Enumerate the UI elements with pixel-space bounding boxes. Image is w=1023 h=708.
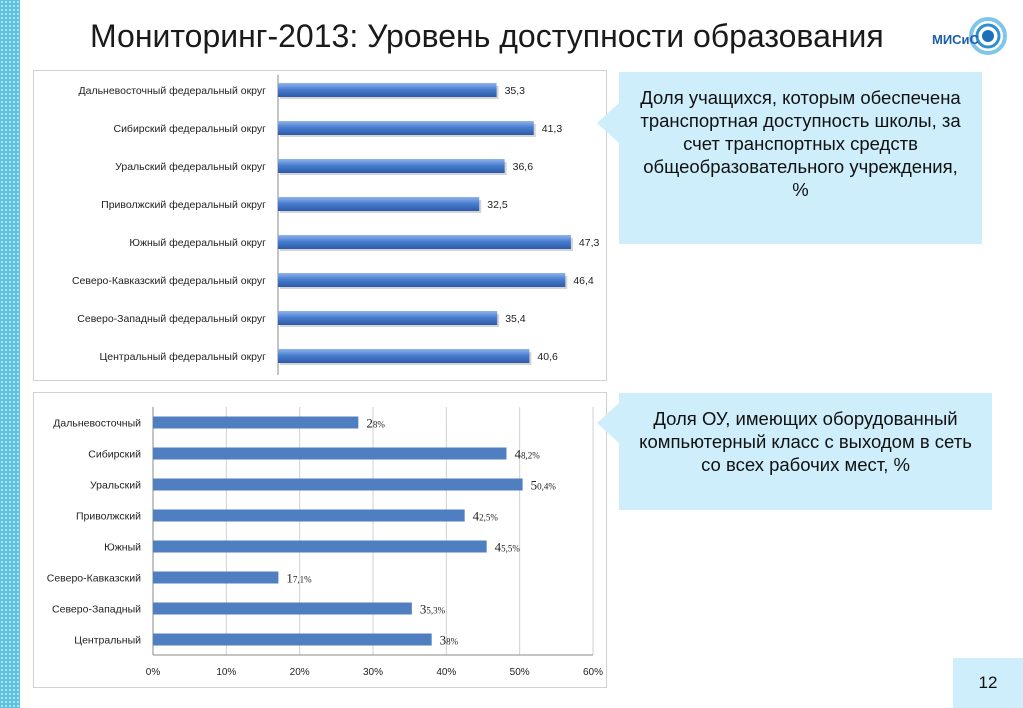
category-label: Южный: [104, 542, 141, 554]
data-label: 17,1%: [286, 571, 312, 586]
category-label: Северо-Кавказский: [47, 573, 141, 585]
data-label: 48,2%: [514, 447, 540, 462]
x-tick-label: 20%: [290, 667, 310, 678]
data-label: 28%: [366, 416, 385, 431]
x-tick-label: 50%: [510, 667, 530, 678]
bar: [278, 83, 497, 97]
category-label: Дальневосточный федеральный округ: [79, 85, 267, 97]
decorative-side-strip: [0, 0, 20, 708]
data-label: 46,4: [573, 275, 594, 287]
category-label: Северо-Кавказский федеральный округ: [72, 275, 266, 287]
chart-transport-access: Дальневосточный федеральный округ 35,3 Сиб…: [33, 70, 607, 381]
callout-computer-class-text: Доля ОУ, имеющих оборудованный компьютер…: [639, 408, 972, 475]
misis-logo: МИСиС: [930, 6, 1010, 62]
data-label: 45,5%: [495, 540, 521, 555]
data-label: 38%: [440, 633, 459, 648]
bar: [278, 159, 505, 173]
callout-pointer: [597, 103, 619, 143]
bar: [153, 447, 507, 460]
x-tick-label: 0%: [146, 667, 161, 678]
chart-computer-classes: 0% 10% 20% 30% 40% 50% 60% Дальневосточный 28% Си…: [33, 392, 607, 688]
category-label: Северо-Западный федеральный округ: [77, 313, 266, 325]
callout-transport-text: Доля учащихся, которым обеспечена трансп…: [640, 87, 961, 200]
bar: [278, 349, 530, 363]
bar: [153, 602, 412, 615]
bar: [153, 478, 523, 491]
category-label: Сибирский федеральный округ: [113, 123, 266, 135]
category-label: Центральный федеральный округ: [100, 351, 267, 363]
data-label: 35,4: [505, 313, 526, 325]
x-tick-label: 40%: [436, 667, 456, 678]
callout-pointer: [597, 403, 619, 443]
bar: [278, 121, 534, 135]
data-label: 50,4%: [531, 478, 557, 493]
bar: [153, 633, 432, 646]
logo-rings-icon: [969, 17, 1007, 55]
bar: [278, 311, 498, 325]
data-label: 36,6: [513, 161, 534, 173]
bar: [153, 571, 279, 584]
data-label: 42,5%: [473, 509, 499, 524]
category-label: Сибирский: [88, 449, 141, 461]
bar: [153, 540, 487, 553]
data-label: 47,3: [579, 237, 600, 249]
category-label: Приволжский: [76, 511, 141, 523]
bar: [278, 197, 480, 211]
page-number: 12: [953, 658, 1023, 708]
x-tick-label: 60%: [583, 667, 603, 678]
data-label: 40,6: [537, 351, 558, 363]
logo-text: МИСиС: [932, 32, 979, 47]
slide-title: Мониторинг-2013: Уровень доступности обр…: [90, 18, 884, 54]
category-label: Приволжский федеральный округ: [101, 199, 266, 211]
callout-transport: Доля учащихся, которым обеспечена трансп…: [619, 72, 982, 244]
category-label: Южный федеральный округ: [129, 237, 266, 249]
callout-computer-class: Доля ОУ, имеющих оборудованный компьютер…: [619, 393, 992, 510]
x-tick-label: 30%: [363, 667, 383, 678]
category-label: Уральский: [90, 480, 141, 492]
chart-transport-access-svg: Дальневосточный федеральный округ 35,3 Сиб…: [72, 75, 600, 375]
bar: [153, 509, 465, 522]
data-label: 32,5: [487, 199, 508, 211]
category-label: Дальневосточный: [53, 418, 141, 430]
data-label: 35,3: [505, 85, 526, 97]
bar: [278, 235, 571, 249]
category-label: Северо-Западный: [52, 604, 141, 616]
chart-computer-classes-svg: 0% 10% 20% 30% 40% 50% 60% Дальневосточный 28% Си…: [47, 407, 603, 678]
category-label: Центральный: [74, 635, 141, 647]
data-label: 41,3: [542, 123, 563, 135]
data-label: 35,3%: [420, 602, 446, 617]
category-label: Уральский федеральный округ: [115, 161, 266, 173]
bar: [278, 273, 566, 287]
x-tick-label: 10%: [216, 667, 236, 678]
bar: [153, 416, 359, 429]
